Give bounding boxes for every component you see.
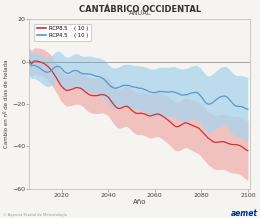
Text: ANUAL: ANUAL	[129, 10, 152, 16]
Text: aemet: aemet	[230, 209, 257, 218]
X-axis label: Año: Año	[133, 199, 146, 205]
Legend: RCP8.5    ( 10 ), RCP4.5    ( 10 ): RCP8.5 ( 10 ), RCP4.5 ( 10 )	[34, 24, 91, 41]
Text: © Agencia Estatal de Meteorología: © Agencia Estatal de Meteorología	[3, 213, 67, 217]
Text: CANTÁBRICO OCCIDENTAL: CANTÁBRICO OCCIDENTAL	[79, 5, 202, 14]
Y-axis label: Cambio en nº de días de helada: Cambio en nº de días de helada	[4, 60, 9, 148]
